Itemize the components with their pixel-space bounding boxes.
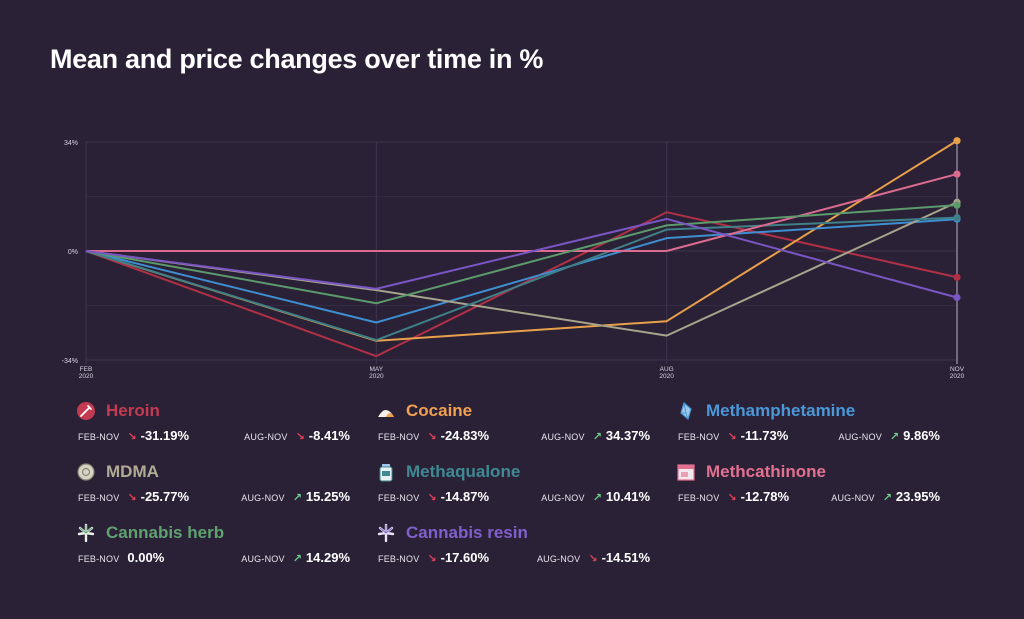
trend-up-icon: ↗ <box>882 492 892 504</box>
series-line-methaqualone <box>85 216 958 342</box>
packet-icon <box>676 462 696 482</box>
y-tick-label: 34% <box>64 140 78 147</box>
chart-title: Mean and price changes over time in % <box>50 44 544 74</box>
series-endpoint-methcathinone <box>953 170 961 178</box>
aug-nov-value: 10.41% <box>605 489 650 504</box>
leaf-icon <box>76 523 96 543</box>
trend-down-icon: ↘ <box>427 553 437 565</box>
legend-name: Cannabis resin <box>406 523 528 542</box>
feb-nov-value: -11.73% <box>740 428 789 443</box>
legend-item-methcathinone[interactable]: Methcathinone FEB-NOV ↘ -12.78% AUG-NOV ↗ 23… <box>676 459 966 520</box>
feb-nov-value: -31.19% <box>140 428 190 443</box>
y-tick-label: -34% <box>62 358 78 365</box>
legend-item-methamphetamine[interactable]: Methamphetamine FEB-NOV ↘ -11.73% AUG-NOV ↗… <box>676 398 966 459</box>
trend-up-icon: ↗ <box>592 431 602 443</box>
trend-down-icon: ↘ <box>295 431 305 443</box>
aug-nov-value: -8.41% <box>308 428 350 443</box>
aug-nov-value: 9.86% <box>903 428 940 443</box>
resin-icon <box>376 523 396 543</box>
x-tick-label: MAY <box>370 366 384 373</box>
aug-nov-label: AUG-NOV <box>541 493 585 503</box>
feb-nov-value: -24.83% <box>440 428 490 443</box>
feb-nov-label: FEB-NOV <box>678 493 720 503</box>
series-endpoint-cannabis-herb <box>953 201 961 209</box>
legend-name: Heroin <box>106 401 160 420</box>
series-endpoint-cocaine <box>953 137 961 145</box>
aug-nov-value: 23.95% <box>895 489 940 504</box>
legend-item-cannabis-resin[interactable]: Cannabis resin FEB-NOV ↘ -17.60% AUG-NOV ↘ -… <box>376 520 676 581</box>
feb-nov-label: FEB-NOV <box>678 432 720 442</box>
feb-nov-label: FEB-NOV <box>378 554 420 564</box>
legend-item-cocaine[interactable]: Cocaine FEB-NOV ↘ -24.83% AUG-NOV ↗ 34.37% <box>376 398 676 459</box>
legend-name: MDMA <box>106 462 159 481</box>
series-line-methcathinone <box>86 173 958 252</box>
aug-nov-value: 14.29% <box>305 550 350 565</box>
series-endpoint-heroin <box>953 273 961 281</box>
feb-nov-value: 0.00% <box>127 550 165 565</box>
feb-nov-label: FEB-NOV <box>78 554 120 564</box>
trend-down-icon: ↘ <box>427 492 437 504</box>
feb-nov-label: FEB-NOV <box>378 493 420 503</box>
aug-nov-label: AUG-NOV <box>838 432 882 442</box>
y-tick-label: 0% <box>68 249 78 256</box>
trend-down-icon: ↘ <box>127 492 137 504</box>
powder-icon <box>376 401 396 421</box>
legend-item-cannabis-herb[interactable]: Cannabis herb FEB-NOV 0.00% AUG-NOV ↗ 14.29… <box>76 520 376 581</box>
syringe-icon <box>76 401 96 421</box>
aug-nov-label: AUG-NOV <box>541 432 585 442</box>
bottle-icon <box>376 462 396 482</box>
series-line-cannabis-resin <box>85 217 958 299</box>
feb-nov-label: FEB-NOV <box>378 432 420 442</box>
trend-up-icon: ↗ <box>889 431 900 443</box>
aug-nov-label: AUG-NOV <box>241 493 285 503</box>
x-tick-label: 2020 <box>79 373 94 380</box>
trend-down-icon: ↘ <box>127 431 137 443</box>
trend-up-icon: ↗ <box>292 553 302 565</box>
feb-nov-label: FEB-NOV <box>78 493 120 503</box>
feb-nov-label: FEB-NOV <box>78 432 120 442</box>
series-line-cocaine <box>85 139 958 342</box>
crystal-icon <box>676 401 696 421</box>
aug-nov-label: AUG-NOV <box>831 493 875 503</box>
trend-down-icon: ↘ <box>727 431 737 443</box>
aug-nov-value: 15.25% <box>305 489 350 504</box>
trend-down-icon: ↘ <box>727 492 737 504</box>
legend-item-mdma[interactable]: MDMA FEB-NOV ↘ -25.77% AUG-NOV ↗ 15.25% <box>76 459 376 520</box>
legend-name: Methcathinone <box>706 462 826 481</box>
legend-item-methaqualone[interactable]: Methaqualone FEB-NOV ↘ -14.87% AUG-NOV ↗ 10.… <box>376 459 676 520</box>
aug-nov-value: 34.37% <box>605 428 650 443</box>
series-line-cannabis-herb <box>85 204 958 305</box>
x-tick-label: 2020 <box>659 373 674 380</box>
trend-down-icon: ↘ <box>427 431 437 443</box>
x-tick-label: FEB <box>80 366 93 373</box>
x-tick-label: NOV <box>950 366 965 373</box>
aug-nov-value: -14.51% <box>601 550 650 565</box>
aug-nov-label: AUG-NOV <box>244 432 288 442</box>
legend-name: Cannabis herb <box>106 523 225 542</box>
series-line-methamphetamine <box>85 218 958 324</box>
trend-up-icon: ↗ <box>292 492 302 504</box>
series-endpoint-cannabis-resin <box>953 293 961 302</box>
legend: Heroin FEB-NOV ↘ -31.19% AUG-NOV ↘ -8.41% Co… <box>76 398 966 581</box>
x-tick-label: 2020 <box>950 373 965 380</box>
feb-nov-value: -14.87% <box>440 489 490 504</box>
pill-icon <box>76 462 96 482</box>
legend-item-heroin[interactable]: Heroin FEB-NOV ↘ -31.19% AUG-NOV ↘ -8.41% <box>76 398 376 459</box>
trend-up-icon: ↗ <box>592 492 602 504</box>
series-endpoint-methaqualone <box>953 214 961 222</box>
x-tick-label: AUG <box>660 366 674 373</box>
feb-nov-value: -12.78% <box>740 489 790 504</box>
legend-name: Cocaine <box>406 401 473 420</box>
x-tick-label: 2020 <box>369 373 384 380</box>
feb-nov-value: -25.77% <box>140 489 190 504</box>
feb-nov-value: -17.60% <box>440 550 490 565</box>
trend-down-icon: ↘ <box>588 553 598 565</box>
legend-name: Methaqualone <box>406 462 521 481</box>
legend-name: Methamphetamine <box>706 401 856 420</box>
aug-nov-label: AUG-NOV <box>241 554 285 564</box>
aug-nov-label: AUG-NOV <box>536 554 581 564</box>
